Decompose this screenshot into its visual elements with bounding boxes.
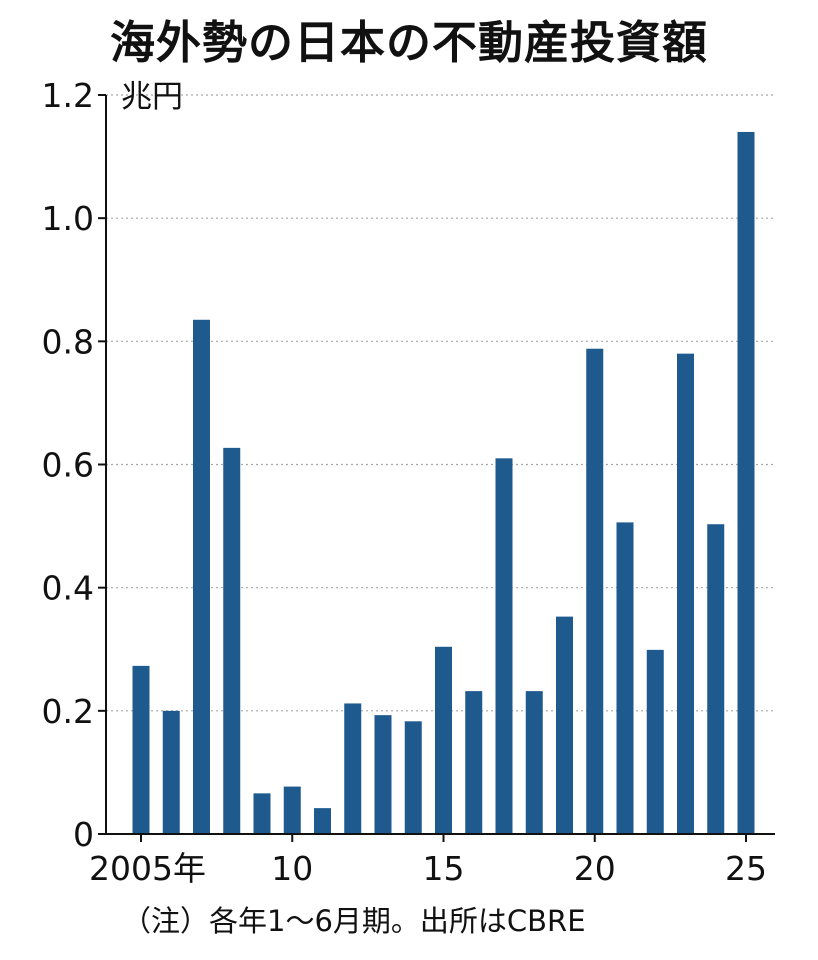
bar-2022 — [646, 649, 664, 834]
bar-2025 — [737, 131, 755, 834]
bar-2012 — [344, 703, 362, 834]
bar-2020 — [586, 348, 604, 834]
y-axis-unit: 兆円 — [121, 79, 183, 115]
bar-2010 — [283, 786, 301, 834]
chart-title: 海外勢の日本の不動産投資額 — [109, 16, 708, 69]
y-axis-ticks: 0 0.2 0.4 0.6 0.8 1.0 1.2 — [42, 76, 106, 854]
grid-lines — [106, 94, 775, 712]
x-tick-label: 10 — [271, 849, 313, 888]
bars — [132, 131, 755, 834]
bar-2009 — [253, 793, 271, 834]
y-tick-label: 0.6 — [42, 446, 94, 485]
x-tick-label: 15 — [423, 849, 465, 888]
x-tick-label: 20 — [574, 849, 616, 888]
source-note: （注）各年1～6月期。出所はCBRE — [122, 904, 586, 938]
bar-2013 — [374, 715, 392, 834]
bar-2024 — [707, 524, 725, 834]
y-tick-label: 1.2 — [42, 76, 94, 115]
y-tick-label: 1.0 — [42, 199, 94, 238]
bar-2011 — [314, 808, 331, 834]
bar-2006 — [162, 710, 180, 834]
x-tick-label: 2005年 — [89, 849, 206, 888]
x-axis-ticks: 2005年 10 15 20 25 — [89, 834, 767, 888]
bar-2018 — [525, 691, 543, 834]
y-tick-label: 0.2 — [42, 692, 94, 731]
bar-2021 — [616, 522, 634, 834]
y-tick-label: 0.4 — [42, 569, 94, 608]
bar-2017 — [495, 458, 513, 834]
bar-2023 — [677, 353, 694, 834]
bar-2016 — [465, 691, 483, 834]
bar-2015 — [435, 646, 452, 834]
y-tick-label: 0 — [73, 815, 94, 854]
x-tick-label: 25 — [725, 849, 767, 888]
y-tick-label: 0.8 — [42, 322, 94, 361]
bar-2007 — [193, 319, 210, 834]
bar-2014 — [404, 721, 422, 834]
bar-2008 — [223, 447, 241, 834]
bar-2019 — [556, 616, 573, 834]
bar-2005 — [132, 665, 150, 834]
